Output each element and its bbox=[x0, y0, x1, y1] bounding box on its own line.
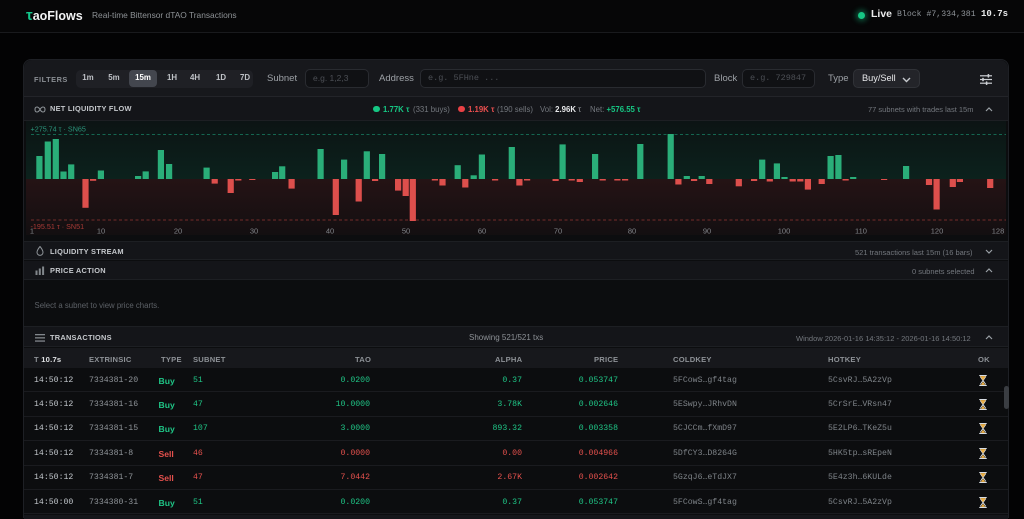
svg-text:40: 40 bbox=[326, 227, 334, 236]
svg-text:110: 110 bbox=[855, 227, 867, 236]
svg-text:1: 1 bbox=[30, 227, 34, 236]
svg-text:20: 20 bbox=[174, 227, 182, 236]
svg-text:+275.74 τ · SN65: +275.74 τ · SN65 bbox=[31, 125, 86, 134]
svg-text:-195.51 τ · SN51: -195.51 τ · SN51 bbox=[31, 222, 85, 231]
svg-text:90: 90 bbox=[703, 227, 711, 236]
svg-text:30: 30 bbox=[250, 227, 258, 236]
svg-text:120: 120 bbox=[931, 227, 944, 236]
svg-text:50: 50 bbox=[402, 227, 410, 236]
svg-text:60: 60 bbox=[478, 227, 486, 236]
svg-text:100: 100 bbox=[778, 227, 791, 236]
svg-text:80: 80 bbox=[628, 227, 636, 236]
svg-text:70: 70 bbox=[554, 227, 562, 236]
svg-text:128: 128 bbox=[992, 227, 1005, 236]
svg-text:10: 10 bbox=[97, 227, 105, 236]
